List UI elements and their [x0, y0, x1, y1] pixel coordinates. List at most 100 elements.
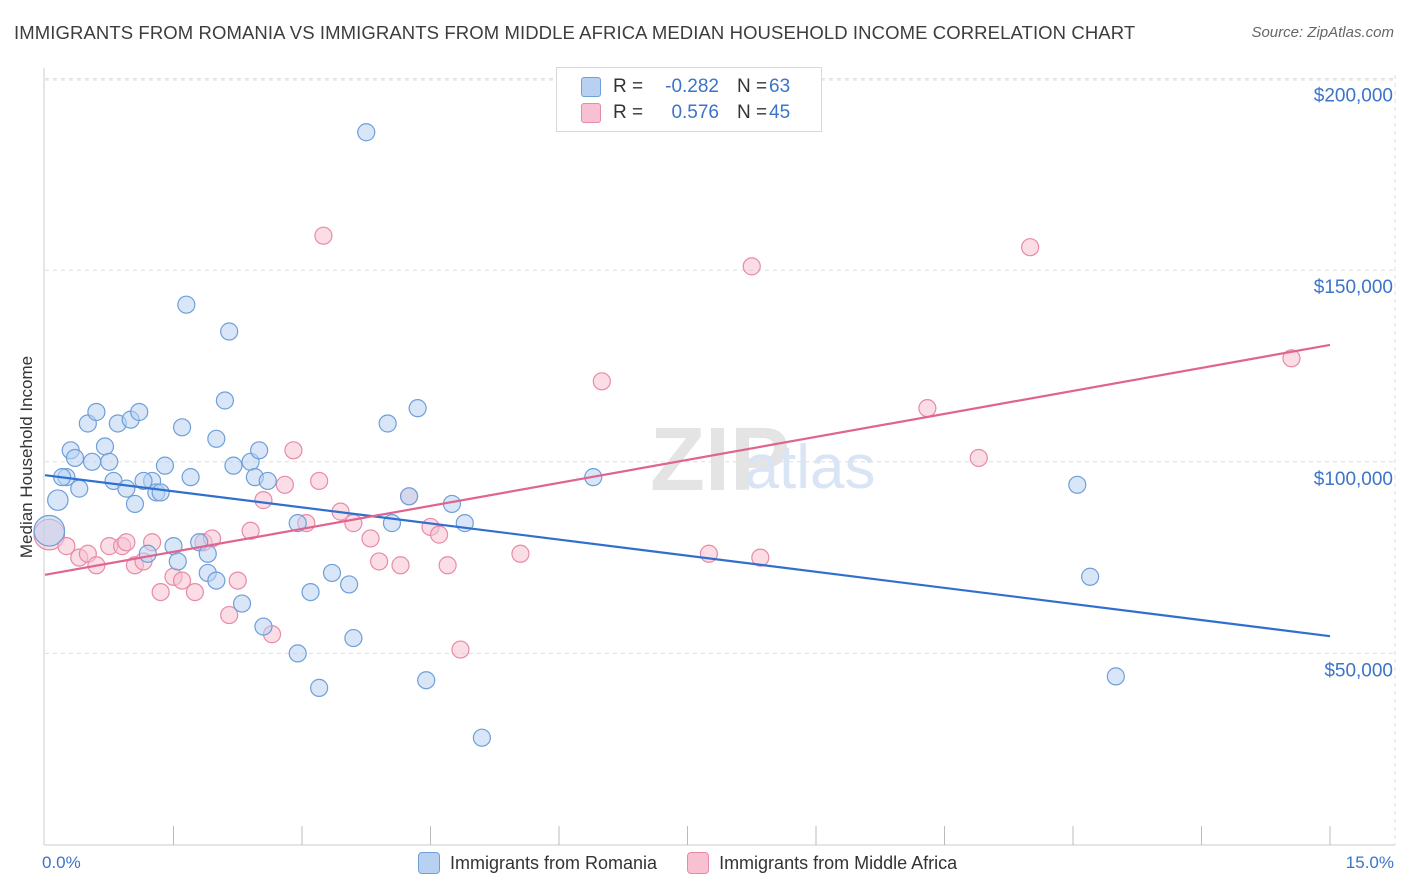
n-label: N =	[737, 76, 768, 97]
trend-lines	[44, 343, 1331, 638]
romania-point	[117, 479, 136, 498]
middle-africa-point	[117, 533, 136, 552]
middle-africa-point	[592, 372, 611, 391]
legend-item-middle-africa[interactable]: Immigrants from Middle Africa	[687, 852, 957, 874]
romania-point	[1068, 475, 1087, 494]
r-label: R =	[613, 102, 644, 123]
n-value-middle-africa: 45	[769, 102, 791, 123]
romania-point	[322, 563, 342, 583]
romania-point	[33, 514, 66, 547]
middle-africa-point	[314, 226, 333, 245]
romania-point	[357, 123, 376, 142]
romania-point	[288, 644, 307, 663]
romania-point	[155, 456, 175, 475]
middle-africa-swatch	[581, 103, 601, 123]
n-label: N =	[737, 102, 768, 123]
romania-point	[138, 544, 157, 563]
middle-africa-point	[429, 525, 449, 544]
x-tick-max: 15.0%	[1345, 853, 1394, 872]
y-tick-labels: $50,000 $100,000 $150,000 $200,000	[1314, 86, 1393, 682]
x-axis	[43, 68, 1395, 846]
middle-africa-point	[361, 529, 380, 548]
r-value-romania: -0.282	[665, 76, 719, 97]
romania-point	[207, 429, 226, 448]
middle-africa-point	[742, 257, 761, 276]
middle-africa-point	[254, 491, 273, 510]
middle-africa-point	[1021, 238, 1040, 257]
romania-point	[417, 671, 436, 690]
romania-swatch	[581, 77, 601, 97]
n-value-romania: 63	[769, 76, 791, 97]
romania-point	[181, 468, 200, 487]
romania-point	[83, 452, 102, 471]
romania-trend-line	[44, 474, 1331, 638]
romania-point	[177, 295, 196, 314]
middle-africa-point	[172, 571, 192, 590]
stats-legend: R = -0.282 N = 63 R = 0.576 N = 45	[556, 67, 822, 132]
romania-point	[100, 452, 119, 471]
middle-africa-point	[751, 548, 770, 567]
romania-point	[399, 487, 419, 506]
stats-row-middle-africa: R = 0.576 N = 45	[581, 101, 790, 125]
chart-title: IMMIGRANTS FROM ROMANIA VS IMMIGRANTS FR…	[14, 22, 1136, 43]
middle-africa-point	[228, 571, 247, 590]
middle-africa-point	[451, 640, 470, 659]
middle-africa-point	[918, 399, 937, 418]
x-tick-min: 0.0%	[42, 853, 81, 872]
middle-africa-point	[969, 448, 988, 468]
middle-africa-point	[151, 582, 170, 602]
y-tick-label: $150,000	[1314, 277, 1393, 298]
middle-africa-point	[220, 605, 239, 625]
romania-point	[47, 489, 69, 511]
romania-point	[224, 456, 243, 475]
middle-africa-point	[1282, 349, 1301, 368]
romania-point	[408, 399, 427, 418]
middle-africa-point	[511, 544, 530, 563]
romania-point	[130, 402, 149, 422]
romania-point	[340, 575, 359, 594]
r-value-middle-africa: 0.576	[671, 102, 719, 123]
watermark-atlas: atlas	[745, 433, 876, 502]
y-tick-label: $100,000	[1314, 469, 1393, 490]
romania-point	[87, 402, 106, 422]
y-tick-label: $200,000	[1314, 86, 1393, 107]
middle-africa-point	[241, 521, 260, 540]
middle-africa-point	[310, 471, 329, 491]
romania-point	[301, 582, 320, 602]
romania-point	[254, 617, 273, 636]
romania-point	[70, 479, 89, 498]
romania-point	[288, 514, 307, 533]
romania-point	[172, 418, 192, 437]
romania-point	[310, 678, 329, 697]
legend-label-romania: Immigrants from Romania	[450, 852, 658, 873]
romania-point	[134, 471, 153, 491]
romania-point	[125, 494, 145, 514]
romania-point	[378, 414, 397, 433]
romania-point	[344, 628, 363, 648]
romania-point	[1081, 567, 1100, 586]
romania-point	[232, 594, 252, 613]
series-romania-points	[33, 123, 1125, 747]
romania-point	[207, 571, 226, 590]
middle-africa-point	[284, 441, 303, 460]
y-tick-label: $50,000	[1324, 660, 1393, 681]
middle-africa-point	[391, 556, 410, 575]
romania-point	[65, 448, 85, 468]
source-note: Source: ZipAtlas.com	[1251, 24, 1394, 41]
legend-item-romania[interactable]: Immigrants from Romania	[418, 852, 657, 874]
middle-africa-point	[185, 582, 205, 602]
middle-africa-point	[344, 514, 363, 533]
r-label: R =	[613, 76, 644, 97]
middle-africa-trend-line	[44, 343, 1331, 576]
middle-africa-point	[275, 475, 294, 494]
romania-point	[168, 552, 187, 571]
middle-africa-point	[57, 537, 76, 556]
romania-point	[95, 437, 115, 456]
legend-label-middle-africa: Immigrants from Middle Africa	[719, 852, 958, 873]
romania-point	[258, 471, 277, 491]
romania-swatch	[418, 852, 440, 874]
romania-point	[220, 322, 239, 341]
middle-africa-point	[438, 556, 457, 575]
romania-point	[215, 391, 234, 410]
